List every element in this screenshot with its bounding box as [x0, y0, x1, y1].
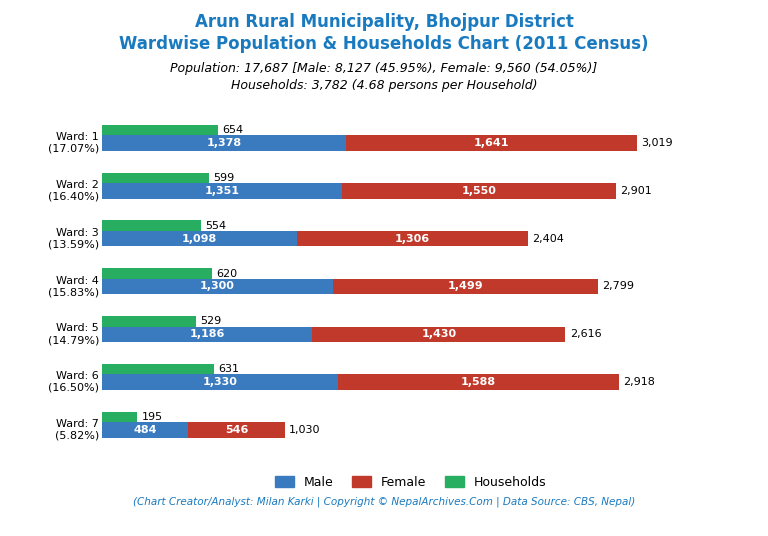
Bar [296, 231, 528, 247]
Text: 1,550: 1,550 [462, 186, 496, 196]
Bar [102, 326, 313, 342]
Text: 1,306: 1,306 [395, 234, 430, 244]
Bar [102, 125, 218, 136]
Bar [102, 364, 214, 375]
Bar [102, 269, 212, 279]
Text: 654: 654 [223, 125, 243, 135]
Text: 3,019: 3,019 [641, 138, 673, 148]
Text: 1,300: 1,300 [200, 281, 235, 292]
Bar [102, 375, 338, 390]
Text: 529: 529 [200, 316, 222, 326]
Bar [102, 173, 208, 183]
Bar [188, 422, 285, 437]
Text: Ward: 4
(15.83%): Ward: 4 (15.83%) [48, 276, 99, 297]
Text: 1,351: 1,351 [204, 186, 240, 196]
Bar [102, 136, 346, 151]
Text: Ward: 2
(16.40%): Ward: 2 (16.40%) [48, 180, 99, 202]
Text: Ward: 1
(17.07%): Ward: 1 (17.07%) [48, 132, 99, 154]
Legend: Male, Female, Households: Male, Female, Households [270, 471, 551, 494]
Text: 2,799: 2,799 [602, 281, 634, 292]
Text: Ward: 3
(13.59%): Ward: 3 (13.59%) [48, 228, 99, 249]
Text: Ward: 7
(5.82%): Ward: 7 (5.82%) [55, 419, 99, 441]
Text: 2,918: 2,918 [624, 377, 655, 387]
Text: Arun Rural Municipality, Bhojpur District: Arun Rural Municipality, Bhojpur Distric… [194, 13, 574, 32]
Text: Wardwise Population & Households Chart (2011 Census): Wardwise Population & Households Chart (… [119, 35, 649, 53]
Text: Households: 3,782 (4.68 persons per Household): Households: 3,782 (4.68 persons per Hous… [230, 79, 538, 92]
Text: 599: 599 [213, 173, 234, 183]
Text: Ward: 5
(14.79%): Ward: 5 (14.79%) [48, 323, 99, 345]
Text: 2,901: 2,901 [621, 186, 652, 196]
Text: 546: 546 [225, 425, 248, 435]
Text: 1,030: 1,030 [290, 425, 321, 435]
Text: 1,430: 1,430 [422, 329, 456, 339]
Text: 195: 195 [141, 412, 163, 422]
Bar [102, 220, 200, 231]
Bar [333, 279, 598, 294]
Bar [102, 422, 188, 437]
Text: 2,616: 2,616 [570, 329, 601, 339]
Text: 631: 631 [219, 364, 240, 374]
Text: 554: 554 [205, 221, 226, 231]
Bar [338, 375, 619, 390]
Bar [346, 136, 637, 151]
Bar [313, 326, 565, 342]
Text: 1,499: 1,499 [448, 281, 483, 292]
Bar [102, 183, 342, 198]
Text: 1,641: 1,641 [474, 138, 509, 148]
Text: 1,098: 1,098 [182, 234, 217, 244]
Bar [102, 231, 296, 247]
Bar [102, 316, 196, 326]
Bar [102, 412, 137, 422]
Text: 1,588: 1,588 [461, 377, 496, 387]
Text: 620: 620 [217, 269, 238, 279]
Bar [342, 183, 616, 198]
Text: Population: 17,687 [Male: 8,127 (45.95%), Female: 9,560 (54.05%)]: Population: 17,687 [Male: 8,127 (45.95%)… [170, 62, 598, 75]
Text: 1,186: 1,186 [190, 329, 225, 339]
Text: 1,378: 1,378 [207, 138, 242, 148]
Text: Ward: 6
(16.50%): Ward: 6 (16.50%) [48, 371, 99, 393]
Text: (Chart Creator/Analyst: Milan Karki | Copyright © NepalArchives.Com | Data Sourc: (Chart Creator/Analyst: Milan Karki | Co… [133, 496, 635, 507]
Text: 2,404: 2,404 [532, 234, 564, 244]
Text: 484: 484 [134, 425, 157, 435]
Bar [102, 279, 333, 294]
Text: 1,330: 1,330 [203, 377, 237, 387]
